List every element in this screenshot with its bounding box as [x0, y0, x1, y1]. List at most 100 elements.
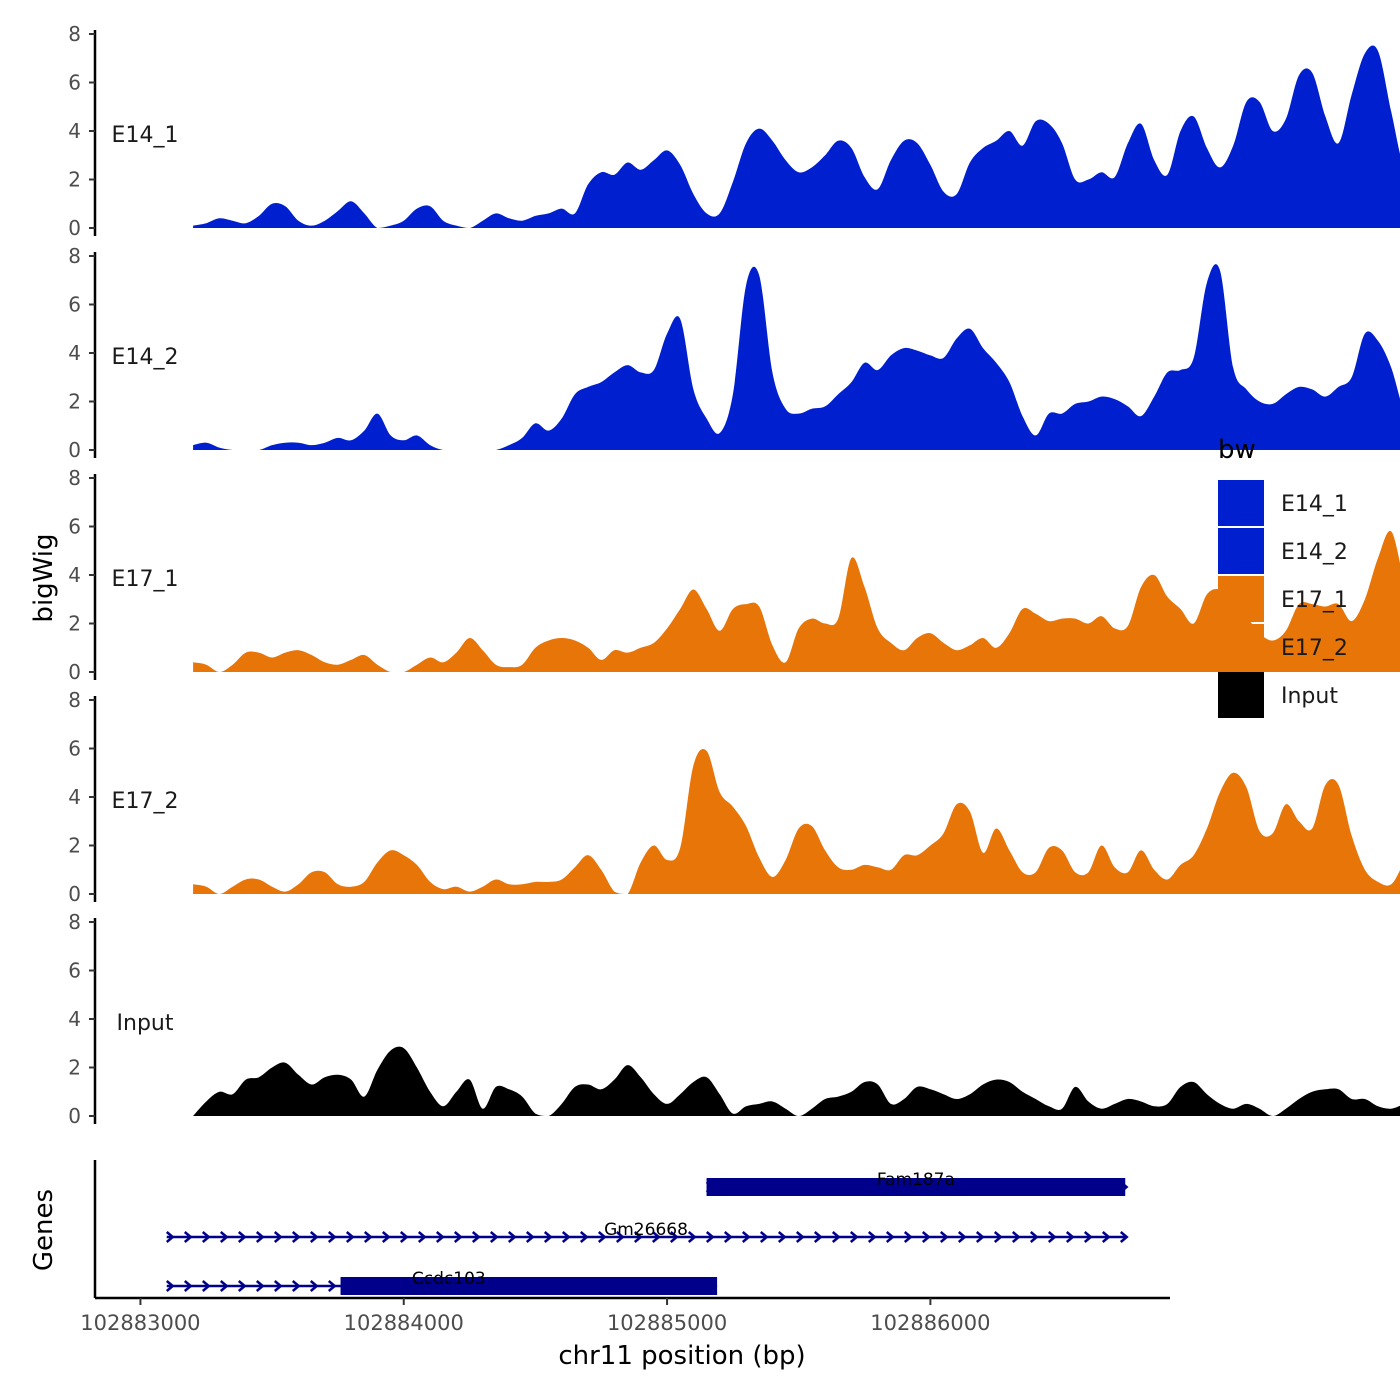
y-tick-label: 0 [68, 660, 81, 684]
strand-arrow [273, 1280, 283, 1292]
strand-arrow [453, 1231, 463, 1243]
strand-arrow [579, 1231, 589, 1243]
strand-arrow [201, 1231, 211, 1243]
strand-arrow [201, 1280, 211, 1292]
strand-arrow [399, 1231, 409, 1243]
strand-arrow [597, 1231, 607, 1243]
strand-arrow [1101, 1231, 1111, 1243]
strand-arrow [237, 1231, 247, 1243]
legend-swatch [1218, 480, 1264, 526]
strand-arrow [741, 1231, 751, 1243]
y-tick-label: 6 [68, 71, 81, 95]
strand-arrow [291, 1280, 301, 1292]
y-tick-label: 6 [68, 293, 81, 317]
strand-arrow [651, 1231, 661, 1243]
y-tick-label: 0 [68, 882, 81, 906]
coverage-area-E17_2 [193, 749, 1400, 894]
legend-swatch [1218, 528, 1264, 574]
strand-arrow [867, 1231, 877, 1243]
strand-arrow [165, 1231, 175, 1243]
strand-arrow [291, 1231, 301, 1243]
strand-arrow [327, 1280, 337, 1292]
strand-arrow [777, 1231, 787, 1243]
y-axis-title: bigWig [29, 533, 59, 622]
y-tick-label: 2 [68, 834, 81, 858]
gene-Gm26668: Gm26668 [165, 1220, 1129, 1243]
strand-arrow [993, 1231, 1003, 1243]
gene-label: Ccdc103 [412, 1269, 486, 1289]
y-tick-label: 8 [68, 22, 81, 46]
strand-arrow [813, 1231, 823, 1243]
strand-arrow [633, 1231, 643, 1243]
legend-item-E14_2: E14_2 [1218, 528, 1348, 574]
strand-arrow [1065, 1231, 1075, 1243]
y-tick-label: 2 [68, 612, 81, 636]
strand-arrow [345, 1231, 355, 1243]
strand-arrow [309, 1231, 319, 1243]
strand-arrow [471, 1231, 481, 1243]
track-panel-E17_1: 0 2 4 6 8 E17_1 [68, 466, 1400, 684]
strand-arrow [381, 1231, 391, 1243]
track-label: E17_1 [112, 567, 179, 592]
track-panel-Input: 0 2 4 6 8 Input [68, 910, 1400, 1128]
strand-arrow [255, 1280, 265, 1292]
strand-arrow [543, 1231, 553, 1243]
legend-item-E14_1: E14_1 [1218, 480, 1348, 526]
gene-exon-block [340, 1277, 718, 1295]
y-tick-label: 2 [68, 168, 81, 192]
x-axis: 102883000 102884000 102885000 102886000 [80, 1296, 1170, 1335]
strand-arrow [903, 1231, 913, 1243]
strand-arrow [183, 1280, 193, 1292]
strand-arrow [975, 1231, 985, 1243]
y-tick-label: 8 [68, 466, 81, 490]
y-tick-label: 6 [68, 959, 81, 983]
legend-label: E14_1 [1281, 492, 1348, 517]
y-tick-label: 6 [68, 515, 81, 539]
track-label: E14_1 [112, 123, 179, 148]
strand-arrow [939, 1231, 949, 1243]
strand-arrow [615, 1231, 625, 1243]
track-label: Input [117, 1011, 174, 1036]
strand-arrow [885, 1231, 895, 1243]
strand-arrow [1047, 1231, 1057, 1243]
gene-label: Fam187a [877, 1170, 955, 1190]
legend-label: E17_1 [1281, 588, 1348, 613]
y-tick-label: 0 [68, 216, 81, 240]
strand-arrow [273, 1231, 283, 1243]
track-panel-E14_2: 0 2 4 6 8 E14_2 [68, 244, 1400, 462]
y-tick-label: 2 [68, 390, 81, 414]
legend-label: E17_2 [1281, 636, 1348, 661]
legend-swatch [1218, 672, 1264, 718]
strand-arrow [525, 1231, 535, 1243]
strand-arrow [435, 1231, 445, 1243]
gene-Ccdc103: Ccdc103 [165, 1269, 718, 1295]
strand-arrow [957, 1231, 967, 1243]
coverage-area-E17_1 [193, 530, 1400, 672]
genes-axis-title: Genes [29, 1189, 59, 1271]
strand-arrow [417, 1231, 427, 1243]
track-label: E17_2 [112, 789, 179, 814]
strand-arrow [309, 1280, 319, 1292]
strand-arrow [183, 1231, 193, 1243]
y-tick-label: 4 [68, 785, 81, 809]
legend-label: Input [1281, 684, 1338, 709]
x-tick-label: 102886000 [870, 1311, 990, 1335]
strand-arrow [921, 1231, 931, 1243]
legend-title: bw [1218, 435, 1256, 465]
strand-arrow [507, 1231, 517, 1243]
track-panel-E17_2: 0 2 4 6 8 E17_2 [68, 688, 1400, 906]
strand-arrow [255, 1231, 265, 1243]
legend-swatch [1218, 576, 1264, 622]
genes-track: Fam187a Gm26668 Ccdc103 [93, 1160, 1129, 1298]
coverage-area-Input [193, 1046, 1400, 1116]
strand-arrow [831, 1231, 841, 1243]
track-label: E14_2 [112, 345, 179, 370]
strand-arrow [1011, 1231, 1021, 1243]
legend-swatch [1218, 624, 1264, 670]
strand-arrow [669, 1231, 679, 1243]
legend-item-E17_1: E17_1 [1218, 576, 1348, 622]
strand-arrow [1119, 1231, 1129, 1243]
coverage-area-E14_1 [193, 45, 1400, 228]
gene-label: Gm26668 [604, 1220, 688, 1240]
